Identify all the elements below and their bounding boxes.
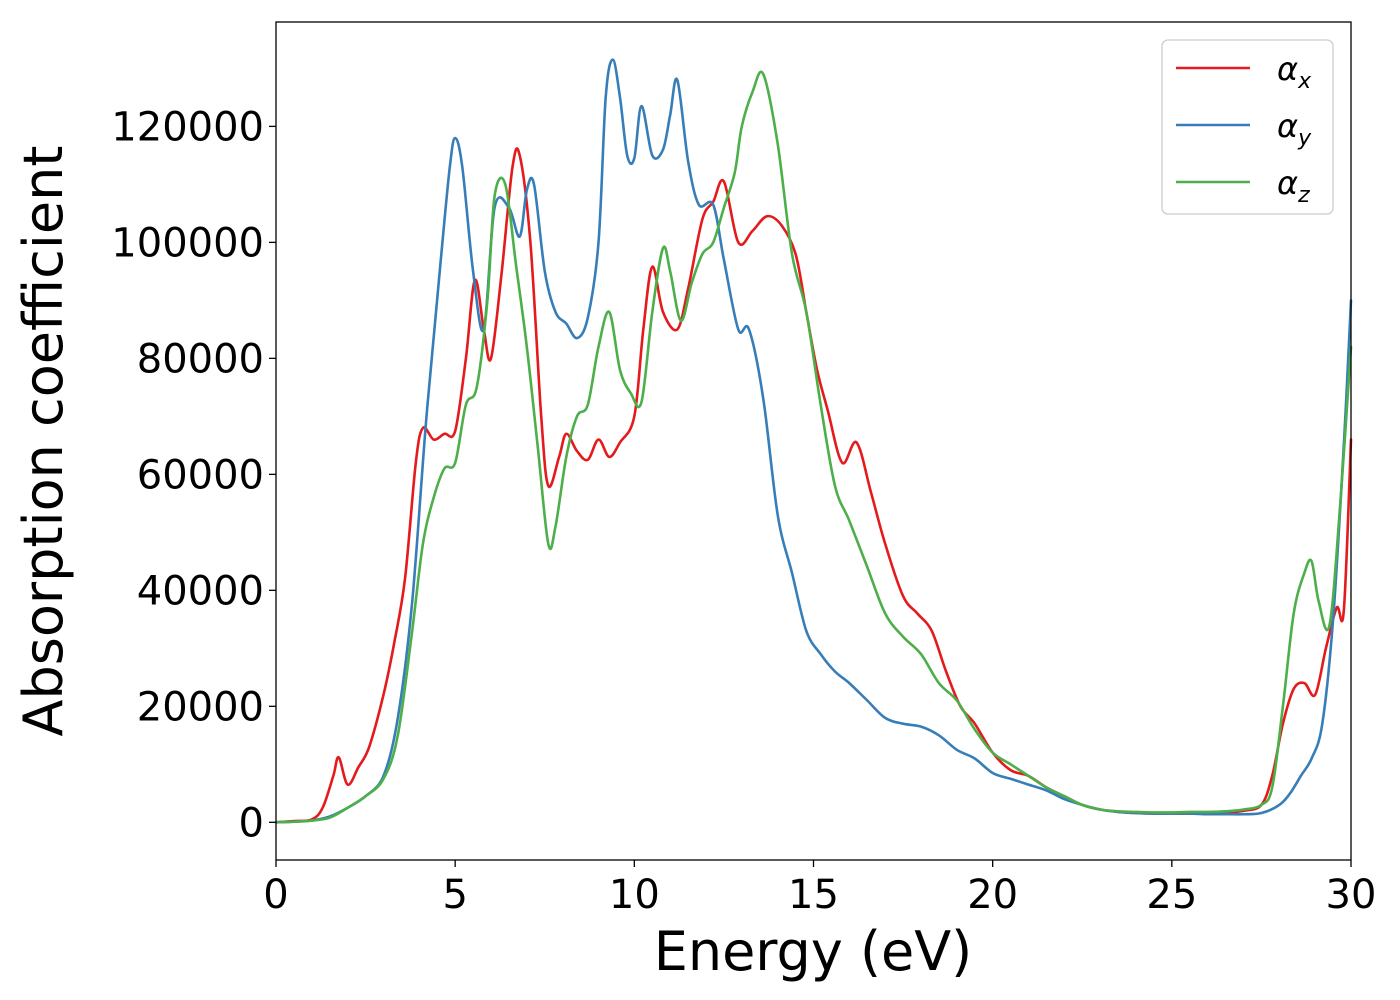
- y-axis-title: Absorption coefficient: [12, 146, 75, 737]
- legend-symbol: α: [1277, 50, 1298, 88]
- x-tick-label: 0: [263, 872, 288, 918]
- y-tick-label: 0: [239, 800, 264, 846]
- series-layer: [274, 58, 1353, 824]
- legend-subscript: z: [1297, 183, 1310, 208]
- x-axis-title: Energy (eV): [654, 920, 973, 983]
- x-tick-label: 30: [1326, 872, 1377, 918]
- legend-symbol: α: [1277, 164, 1298, 202]
- legend-label-x: αx: [1277, 50, 1312, 94]
- x-tick-label: 15: [788, 872, 839, 918]
- y-tick-label: 40000: [137, 568, 264, 614]
- y-tick-label: 120000: [111, 104, 264, 150]
- x-tick-label: 25: [1146, 872, 1197, 918]
- y-axis: 0 20000 40000 60000 80000 100000 120000: [111, 104, 276, 846]
- legend-label-y: αy: [1277, 107, 1312, 151]
- legend-label-z: αz: [1277, 164, 1310, 208]
- legend-frame: [1161, 39, 1334, 215]
- y-tick-label: 60000: [137, 452, 264, 498]
- legend-subscript: x: [1297, 69, 1312, 94]
- x-tick-label: 5: [442, 872, 467, 918]
- x-axis: 0 5 10 15 20 25 30: [263, 860, 1376, 918]
- y-tick-label: 100000: [111, 220, 264, 266]
- x-tick-label: 20: [967, 872, 1018, 918]
- legend-subscript: y: [1297, 126, 1312, 151]
- y-tick-label: 20000: [137, 684, 264, 730]
- x-tick-label: 10: [609, 872, 660, 918]
- legend-symbol: α: [1277, 107, 1298, 145]
- y-tick-label: 80000: [137, 336, 264, 382]
- series-line-z: [274, 70, 1353, 824]
